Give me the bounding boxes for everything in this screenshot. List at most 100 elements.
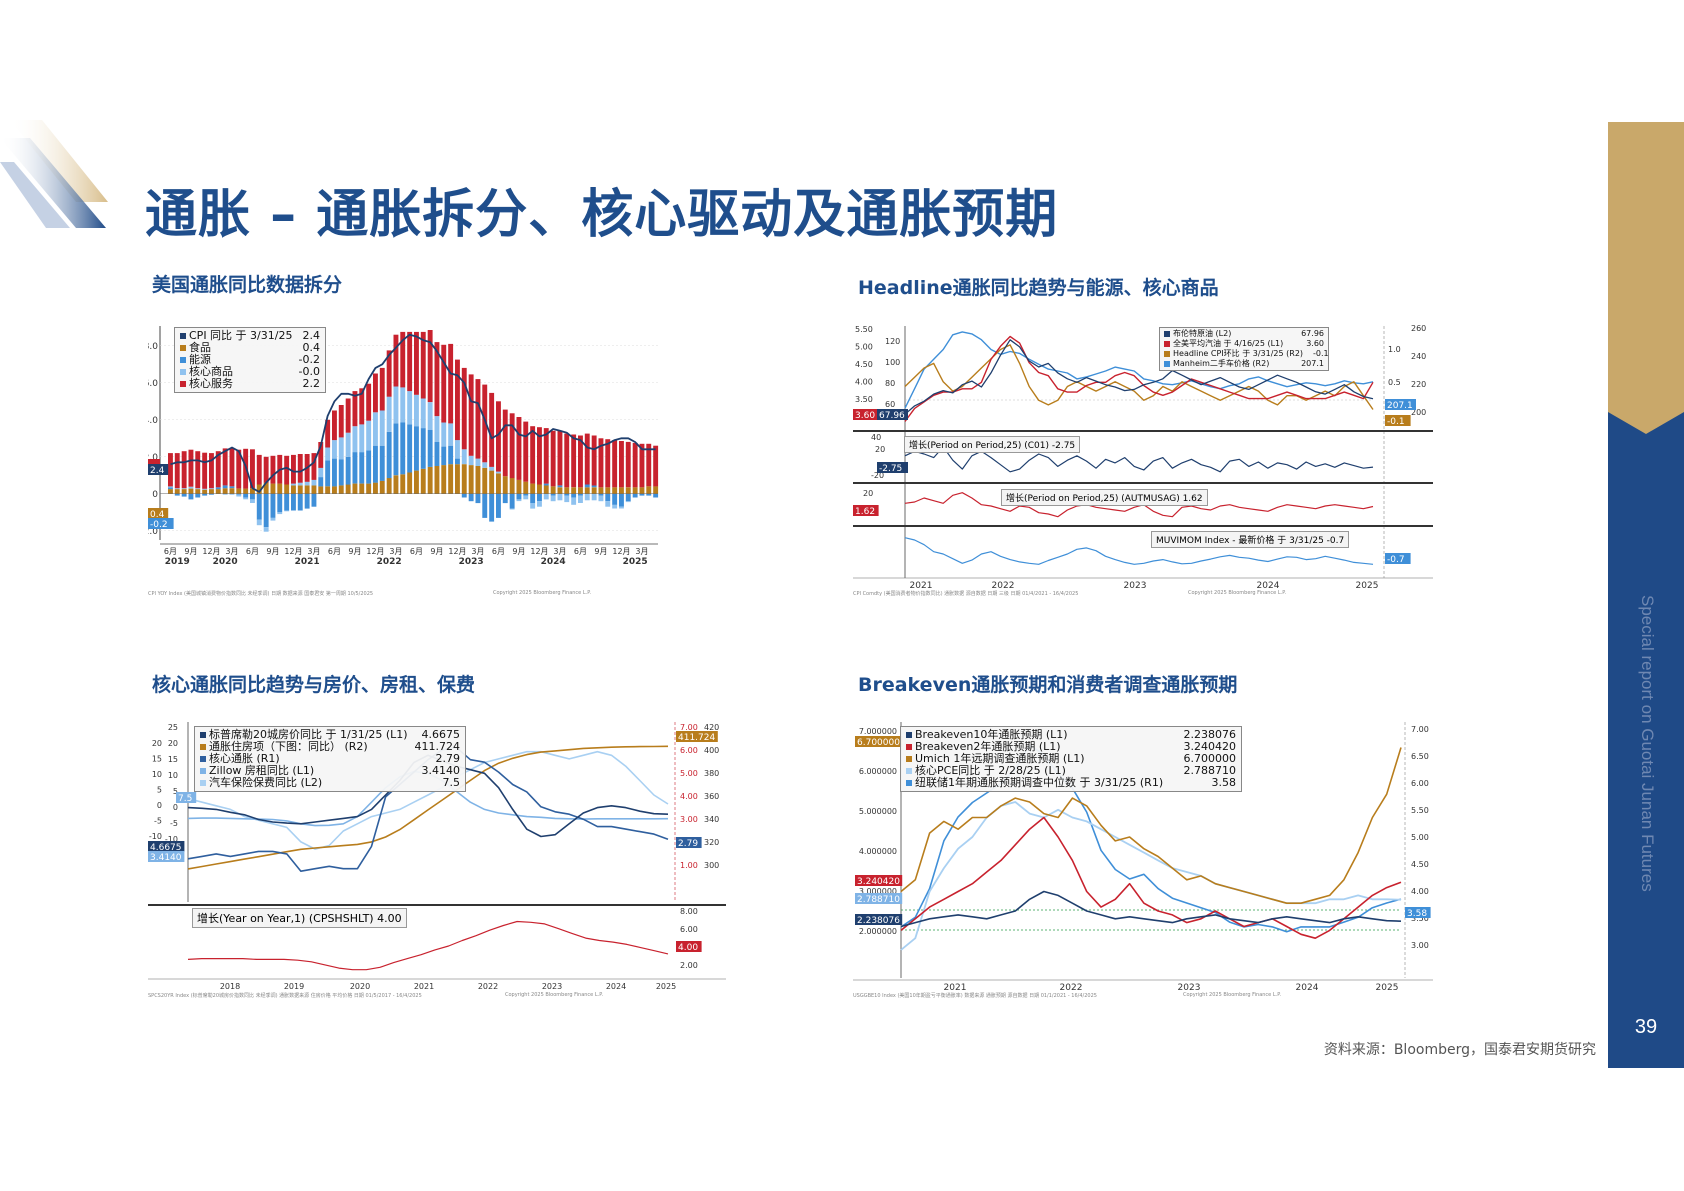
x-tick-label: 2020: [350, 982, 370, 991]
bar: [386, 478, 392, 494]
nyfed-tag: 3.58: [1407, 909, 1427, 919]
bar: [195, 489, 201, 494]
x-tick-label: 2021: [910, 581, 933, 591]
legend-swatch: [200, 732, 206, 738]
bar: [243, 493, 249, 498]
bar: [318, 477, 324, 487]
x-tick-label: 2024: [606, 982, 626, 991]
sub-line-3: [904, 537, 1374, 565]
bar: [222, 448, 228, 486]
bar: [571, 497, 577, 505]
umich-line: [900, 747, 1402, 904]
legend-swatch: [906, 744, 912, 750]
bar: [332, 486, 337, 494]
bar: [338, 437, 344, 460]
bar: [619, 506, 624, 509]
x-tick-label: 2023: [1124, 581, 1147, 591]
bar: [537, 427, 542, 485]
y-tick-label: 7.000000: [859, 727, 897, 736]
bar: [502, 409, 508, 477]
bar: [345, 432, 351, 457]
bar: [543, 493, 549, 500]
bar: [434, 466, 440, 494]
legend-row: 核心商品 -0.0: [180, 366, 320, 378]
bar: [345, 456, 351, 485]
y-tick-label: 5.00: [1411, 833, 1429, 842]
bar: [373, 412, 378, 446]
bar: [222, 488, 228, 494]
bar: [393, 386, 399, 424]
y-tick-label: 240: [1411, 352, 1426, 361]
legend-value: 4.6675: [421, 728, 461, 741]
bar: [195, 488, 201, 490]
bar: [236, 494, 242, 497]
bar: [530, 503, 536, 509]
bar: [243, 497, 249, 500]
bar: [523, 493, 529, 496]
bar: [379, 480, 385, 494]
bar: [619, 487, 624, 494]
bar: [653, 493, 659, 498]
bar: [550, 493, 556, 496]
bar: [434, 442, 440, 466]
bar: [256, 493, 262, 520]
bar: [530, 426, 536, 484]
legend-value: -0.2: [298, 353, 320, 366]
bar: [496, 493, 501, 518]
legend-label: 核心通胀 (R1): [209, 752, 280, 765]
bar: [263, 493, 269, 528]
legend-swatch: [180, 333, 186, 339]
bar: [345, 398, 351, 433]
bar: [557, 487, 563, 494]
bar: [578, 487, 583, 494]
legend-label: 全美平均汽油 于 4/16/25 (L1): [1173, 339, 1284, 348]
x-tick-label: 9月: [594, 547, 607, 556]
chart-copyright: Copyright 2025 Bloomberg Finance L.P.: [1183, 992, 1282, 998]
bar: [489, 493, 495, 522]
bar: [407, 424, 413, 473]
y-tick-label: 20: [152, 739, 162, 748]
bar: [297, 454, 303, 483]
bar: [639, 493, 645, 496]
bar: [571, 487, 577, 494]
bar: [311, 479, 317, 486]
bar: [605, 501, 611, 507]
legend-label: 汽车保险保费同比 (L2): [209, 776, 323, 789]
bar: [407, 331, 413, 392]
legend-label: 能源: [189, 353, 211, 366]
bar: [441, 465, 447, 494]
breakeven10y-tag-bg: [855, 914, 903, 925]
bar: [612, 487, 618, 494]
bar: [209, 488, 214, 490]
bar: [209, 489, 214, 494]
bar: [448, 445, 454, 465]
bar: [277, 512, 283, 515]
bar: [420, 398, 426, 429]
bar: [304, 481, 310, 486]
x-tick-label: 2021: [944, 983, 967, 993]
legend-value: 3.58: [1211, 776, 1237, 789]
bar: [304, 485, 310, 494]
umich-tag-bg: [855, 736, 903, 747]
gasoline-tag-bg: [853, 409, 879, 420]
y-tick-label: 60: [885, 400, 895, 409]
y-tick-label: 0: [152, 490, 158, 500]
legend-row: Zillow 房租同比 (L1) 3.4140: [200, 765, 460, 777]
bar: [373, 445, 378, 483]
legend-swatch: [200, 756, 206, 762]
bar: [427, 402, 433, 430]
legend-swatch: [1164, 331, 1170, 337]
bar: [646, 493, 652, 496]
bar: [311, 493, 317, 507]
x-tick-label: 12月: [448, 547, 466, 556]
y-tick-label: 20: [168, 739, 178, 748]
bar: [414, 426, 419, 471]
bar: [202, 489, 208, 494]
legend-value: -0.1: [1313, 349, 1329, 358]
bar: [461, 449, 467, 465]
bar: [188, 493, 194, 500]
energy-tag-bg: [148, 518, 174, 529]
headline-legend: 布伦特原油 (L2) 67.96 全美平均汽油 于 4/16/25 (L1) 3.6…: [1159, 327, 1329, 371]
y-tick-label: 0.5: [1388, 378, 1401, 387]
x-tick-label: 2025: [656, 982, 676, 991]
